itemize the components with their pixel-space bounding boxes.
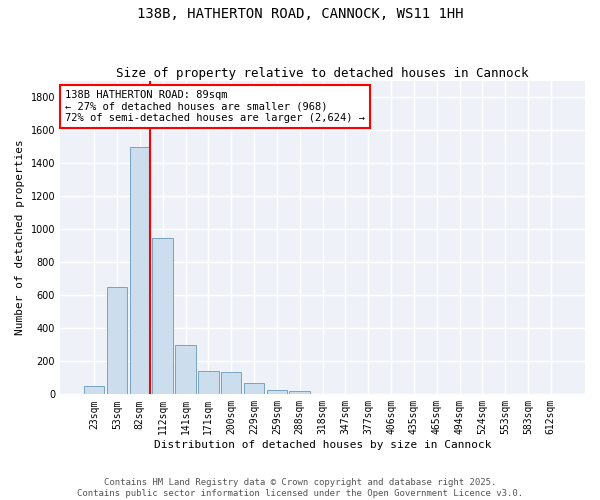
Bar — [130, 146, 150, 394]
Bar — [84, 386, 104, 394]
Text: 138B HATHERTON ROAD: 89sqm
← 27% of detached houses are smaller (968)
72% of sem: 138B HATHERTON ROAD: 89sqm ← 27% of deta… — [65, 90, 365, 124]
X-axis label: Distribution of detached houses by size in Cannock: Distribution of detached houses by size … — [154, 440, 491, 450]
Bar — [175, 345, 196, 395]
Bar — [107, 287, 127, 395]
Bar — [244, 383, 264, 394]
Bar — [152, 238, 173, 394]
Y-axis label: Number of detached properties: Number of detached properties — [15, 140, 25, 336]
Text: 138B, HATHERTON ROAD, CANNOCK, WS11 1HH: 138B, HATHERTON ROAD, CANNOCK, WS11 1HH — [137, 8, 463, 22]
Bar — [198, 371, 218, 394]
Bar — [221, 372, 241, 394]
Title: Size of property relative to detached houses in Cannock: Size of property relative to detached ho… — [116, 66, 529, 80]
Bar — [266, 390, 287, 394]
Text: Contains HM Land Registry data © Crown copyright and database right 2025.
Contai: Contains HM Land Registry data © Crown c… — [77, 478, 523, 498]
Bar — [289, 391, 310, 394]
